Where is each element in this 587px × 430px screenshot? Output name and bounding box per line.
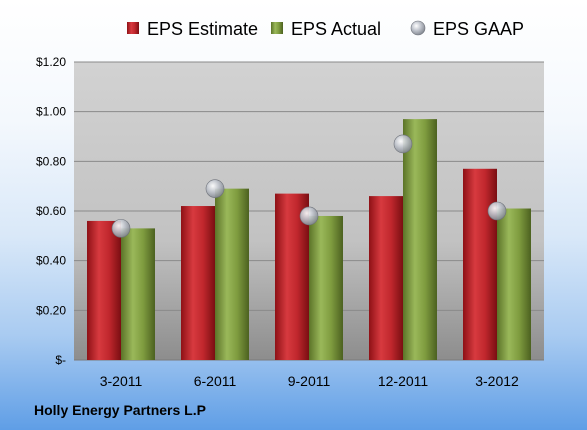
- actual-bar: [215, 188, 249, 360]
- estimate-bar: [87, 220, 121, 360]
- y-tick-label: $1.00: [36, 105, 66, 119]
- y-tick-label: $0.40: [36, 254, 66, 268]
- legend-label: EPS Actual: [291, 19, 381, 39]
- gaap-marker: [205, 179, 225, 198]
- y-tick-label: $-: [55, 353, 66, 367]
- x-tick-label: 3-2011: [100, 373, 143, 389]
- actual-bar: [497, 208, 531, 360]
- y-tick-label: $1.20: [36, 55, 66, 69]
- estimate-bar: [181, 206, 215, 360]
- x-tick-label: 6-2011: [194, 373, 237, 389]
- actual-bar: [403, 119, 437, 360]
- company-name: Holly Energy Partners L.P: [34, 402, 206, 418]
- legend-swatch: [127, 22, 139, 34]
- actual-bar: [309, 215, 343, 360]
- gaap-marker: [111, 219, 131, 238]
- x-axis: 3-2011 6-2011 9-2011 12-2011 3-2012: [100, 373, 519, 389]
- legend-swatch: [271, 22, 283, 34]
- bars: [87, 119, 531, 360]
- gaap-marker: [299, 206, 319, 226]
- y-tick-label: $0.60: [36, 204, 66, 218]
- estimate-bar: [369, 196, 403, 360]
- gaap-marker: [393, 134, 413, 154]
- y-tick-label: $0.20: [36, 303, 66, 317]
- gaap-markers: [111, 134, 507, 238]
- legend: EPS Estimate EPS Actual EPS GAAP: [127, 19, 524, 39]
- x-tick-label: 12-2011: [378, 373, 429, 389]
- gaap-marker: [487, 201, 507, 221]
- legend-label: EPS GAAP: [433, 19, 524, 39]
- actual-bar: [121, 228, 155, 360]
- x-tick-label: 3-2012: [475, 373, 519, 389]
- estimate-bar: [463, 168, 497, 360]
- y-tick-label: $0.80: [36, 154, 66, 168]
- x-tick-label: 9-2011: [288, 373, 331, 389]
- legend-swatch: [410, 20, 426, 36]
- legend-label: EPS Estimate: [147, 19, 258, 39]
